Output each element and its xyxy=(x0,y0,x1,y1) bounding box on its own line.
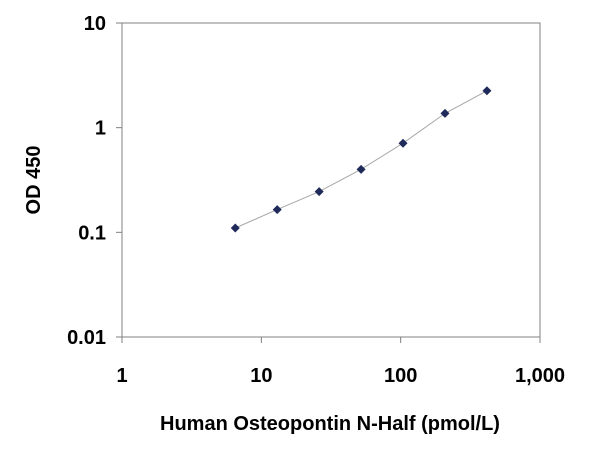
data-point xyxy=(482,86,492,96)
y-tick-label: 0.1 xyxy=(78,222,106,244)
x-tick-labels: 1 10 100 1,000 xyxy=(116,365,565,387)
x-axis-label: Human Osteopontin N-Half (pmol/L) xyxy=(160,413,500,435)
x-tick-label: 1 xyxy=(116,365,127,387)
x-tick-label: 100 xyxy=(384,365,417,387)
data-point xyxy=(230,223,240,233)
data-point xyxy=(314,187,324,197)
plot-area xyxy=(121,22,541,338)
plot-border xyxy=(121,22,541,338)
y-tick-labels: 0.01 0.1 1 10 xyxy=(67,13,106,349)
points-group xyxy=(230,86,492,233)
x-tick-label: 1,000 xyxy=(515,365,565,387)
y-axis-label: OD 450 xyxy=(23,146,45,215)
x-tick-label: 10 xyxy=(250,365,272,387)
data-point xyxy=(272,205,282,215)
data-point xyxy=(398,138,408,148)
major-ticks xyxy=(116,22,541,343)
y-tick-label: 1 xyxy=(95,118,106,140)
y-tick-label: 0.01 xyxy=(67,327,106,349)
data-point xyxy=(440,108,450,118)
data-point xyxy=(356,164,366,174)
y-tick-label: 10 xyxy=(84,13,106,35)
